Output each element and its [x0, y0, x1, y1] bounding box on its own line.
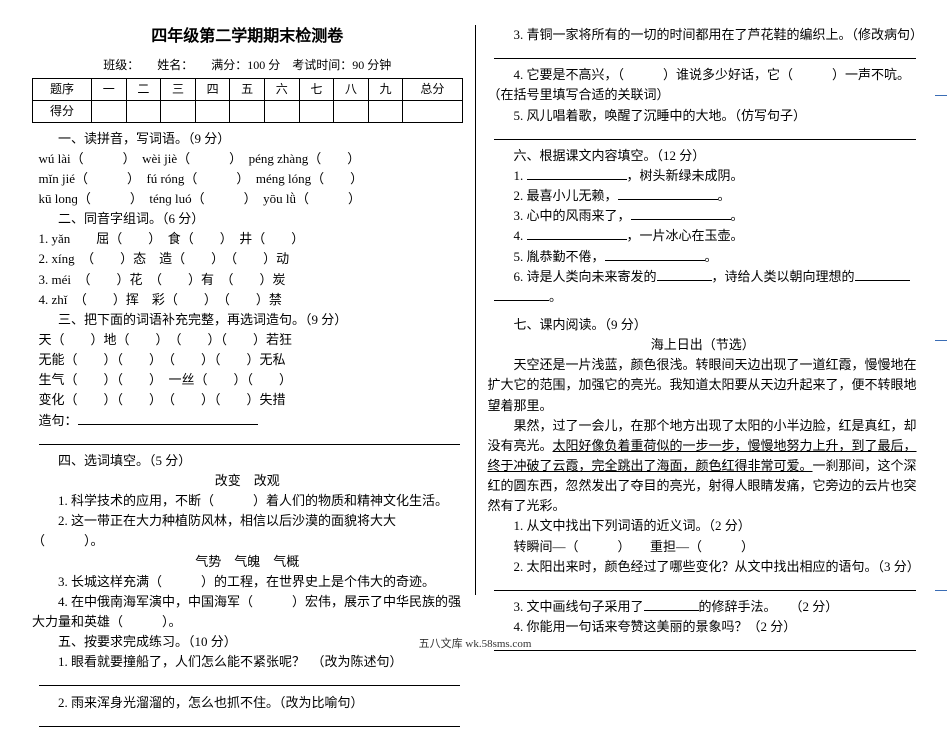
- section-7-title: 七、课内阅读。（9 分）: [488, 315, 919, 335]
- blank: [78, 412, 258, 425]
- blank: [494, 46, 916, 59]
- blank: [39, 673, 461, 686]
- passage-p1: 天空还是一片浅蓝，颜色很浅。转眼间天边出现了一道红霞，慢慢地在扩大它的范围，加强…: [488, 355, 919, 415]
- section-3-title: 三、把下面的词语补充完整，再选词造句。（9 分）: [32, 310, 463, 330]
- blank: [618, 187, 718, 200]
- section-2-title: 二、同音字组词。（6 分）: [32, 209, 463, 229]
- ex5-5: 5. 风儿唱着歌，唤醒了沉睡中的大地。（仿写句子）: [488, 106, 919, 126]
- idiom-row: 天（ ）地（ ） （ ）（ ）若狂: [32, 330, 463, 350]
- homophone-row: 2. xíng （ ）态 造（ ） （ ）动: [32, 249, 463, 269]
- blank: [494, 288, 549, 301]
- section-1-title: 一、读拼音，写词语。（9 分）: [32, 129, 463, 149]
- q4-4: 4. 在中俄南海军演中，中国海军（ ）宏伟，展示了中华民族的强大力量和英雄（ ）…: [32, 592, 463, 632]
- footer-text: 五八文库 wk.58sms.com: [0, 635, 950, 651]
- blank: [644, 598, 699, 611]
- blank: [527, 167, 627, 180]
- idiom-row: 生气（ ）（ ） 一丝（ ）（ ）: [32, 370, 463, 390]
- homophone-row: 1. yǎn 屈（ ） 食（ ） 井（ ）: [32, 229, 463, 249]
- idiom-row: 变化（ ）（ ） （ ）（ ）失措: [32, 390, 463, 410]
- blank: [39, 432, 461, 445]
- reading-q2: 2. 太阳出来时，颜色经过了哪些变化？从文中找出相应的语句。（3 分）: [488, 557, 919, 577]
- pinyin-row: kū lonɡ（ ） ténɡ luó（ ） yōu lǜ（ ）: [32, 189, 463, 209]
- edge-mark-icon: [935, 590, 947, 591]
- pinyin-row: mǐn jié（ ） fú róng（ ） méng lóng（ ）: [32, 169, 463, 189]
- h0: 题序: [33, 79, 92, 101]
- score-table: 题序 一 二 三 四 五 六 七 八 九 总分 得分: [32, 78, 463, 122]
- reading-q1: 1. 从文中找出下列词语的近义词。（2 分）: [488, 516, 919, 536]
- fill-3: 3. 心中的风雨来了，。: [488, 206, 919, 226]
- passage-p2: 果然，过了一会儿，在那个地方出现了太阳的小半边脸，红是真红，却没有亮光。太阳好像…: [488, 416, 919, 517]
- wordbank-1: 改变 改观: [32, 471, 463, 491]
- idiom-row: 无能（ ）（ ） （ ）（ ）无私: [32, 350, 463, 370]
- exam-subhead: 班级： 姓名： 满分：100 分 考试时间：90 分钟: [32, 56, 463, 75]
- fill-2: 2. 最喜小儿无赖，。: [488, 186, 919, 206]
- q4-3: 3. 长城这样充满（ ）的工程，在世界史上是个伟大的奇迹。: [32, 572, 463, 592]
- blank: [605, 248, 705, 261]
- ex5-1: 1. 眼看就要撞船了，人们怎么能不紧张呢？ （改为陈述句）: [32, 652, 463, 672]
- ex5-4: 4. 它要是不高兴，（ ）谁说多少好话，它（ ）一声不吭。（在括号里填写合适的关…: [488, 65, 919, 105]
- blank: [527, 227, 627, 240]
- reading-q1a: 转瞬间—（ ） 重担—（ ）: [488, 537, 919, 557]
- blank: [631, 207, 731, 220]
- fill-1: 1. ，树头新绿未成阴。: [488, 166, 919, 186]
- homophone-row: 4. zhǐ （ ）挥 彩（ ） （ ）禁: [32, 290, 463, 310]
- score-header-row: 题序 一 二 三 四 五 六 七 八 九 总分: [33, 79, 463, 101]
- score-value-row: 得分: [33, 100, 463, 122]
- pinyin-row: wú lài（ ） wèi jiè（ ） péng zhàng（ ）: [32, 149, 463, 169]
- fill-4: 4. ，一片冰心在玉壶。: [488, 226, 919, 246]
- blank: [855, 268, 910, 281]
- blank: [494, 578, 916, 591]
- section-4-title: 四、选词填空。（5 分）: [32, 451, 463, 471]
- blank: [494, 127, 916, 140]
- q4-1: 1. 科学技术的应用，不断（ ）着人们的物质和精神文化生活。: [32, 491, 463, 511]
- right-column: 3. 青铜一家将所有的一切的时间都用在了芦花鞋的编织上。（修改病句） 4. 它要…: [476, 25, 931, 625]
- edge-mark-icon: [935, 95, 947, 96]
- homophone-row: 3. méi （ ）花 （ ）有 （ ）炭: [32, 270, 463, 290]
- fill-5: 5. 胤恭勤不倦，。: [488, 247, 919, 267]
- reading-q3: 3. 文中画线句子采用了的修辞手法。 （2 分）: [488, 597, 919, 617]
- edge-mark-icon: [935, 340, 947, 341]
- q4-2: 2. 这一带正在大力种植防风林，相信以后沙漠的面貌将大大（ ）。: [32, 511, 463, 551]
- exam-title: 四年级第二学期期末检测卷: [32, 25, 463, 50]
- blank: [657, 268, 712, 281]
- wordbank-2: 气势 气魄 气概: [32, 552, 463, 572]
- left-column: 四年级第二学期期末检测卷 班级： 姓名： 满分：100 分 考试时间：90 分钟…: [20, 25, 475, 625]
- blank: [39, 714, 461, 727]
- make-sentence: 造句：: [32, 411, 463, 431]
- ex5-2: 2. 雨来浑身光溜溜的，怎么也抓不住。（改为比喻句）: [32, 693, 463, 713]
- fill-6: 6. 诗是人类向未来寄发的，诗给人类以朝向理想的: [488, 267, 919, 287]
- section-6-title: 六、根据课文内容填空。（12 分）: [488, 146, 919, 166]
- ex5-3: 3. 青铜一家将所有的一切的时间都用在了芦花鞋的编织上。（修改病句）: [488, 25, 919, 45]
- exam-page: 四年级第二学期期末检测卷 班级： 姓名： 满分：100 分 考试时间：90 分钟…: [0, 0, 950, 640]
- passage-title: 海上日出（节选）: [488, 335, 919, 355]
